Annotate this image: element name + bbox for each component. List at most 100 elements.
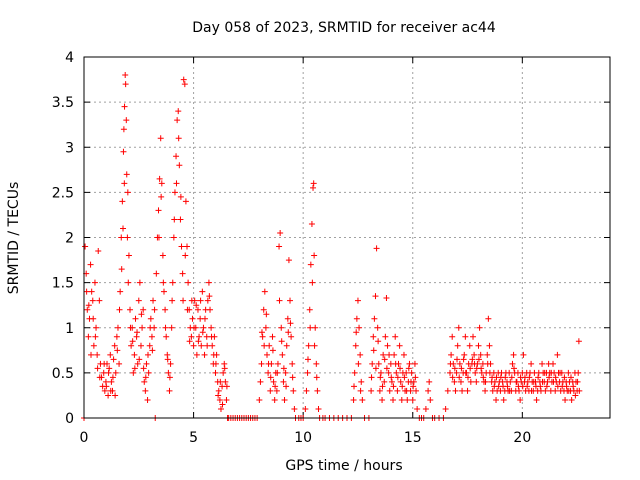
- data-point: [205, 279, 212, 286]
- data-point: [220, 369, 227, 376]
- data-point: [408, 369, 415, 376]
- data-point: [467, 378, 474, 385]
- data-point: [266, 342, 273, 349]
- data-point: [93, 324, 100, 331]
- data-point: [467, 365, 474, 372]
- data-point: [407, 378, 414, 385]
- data-point: [426, 378, 433, 385]
- data-point: [272, 383, 279, 390]
- data-point: [308, 220, 315, 227]
- data-point: [385, 369, 392, 376]
- data-point: [120, 126, 127, 133]
- data-point: [313, 374, 320, 381]
- data-point: [500, 396, 507, 403]
- data-point: [181, 81, 188, 88]
- data-points: [81, 72, 583, 421]
- axis-ticks: 0 0.5 1 1.5 2 2.5 3 3.5 4 0 5 10 15 20: [52, 50, 610, 446]
- data-point: [313, 360, 320, 367]
- data-point: [444, 387, 451, 394]
- data-point: [118, 266, 125, 273]
- data-point: [208, 333, 215, 340]
- x-tick-label: 10: [294, 430, 312, 446]
- data-point: [264, 351, 271, 358]
- data-point: [550, 378, 557, 385]
- data-point: [447, 369, 454, 376]
- data-point: [575, 369, 582, 376]
- data-point: [357, 351, 364, 358]
- data-point: [448, 351, 455, 358]
- data-point: [206, 293, 213, 300]
- data-point: [461, 351, 468, 358]
- x-tick-label: 5: [189, 430, 198, 446]
- data-point: [166, 387, 173, 394]
- data-point: [304, 356, 311, 363]
- data-point: [370, 347, 377, 354]
- data-point: [283, 342, 290, 349]
- data-point: [289, 374, 296, 381]
- data-point: [506, 369, 513, 376]
- data-point: [278, 324, 285, 331]
- data-point: [184, 243, 191, 250]
- data-point: [380, 351, 387, 358]
- data-point: [403, 369, 410, 376]
- data-point: [196, 333, 203, 340]
- data-point: [108, 378, 115, 385]
- data-point: [185, 279, 192, 286]
- data-point: [561, 374, 568, 381]
- data-point: [101, 360, 108, 367]
- data-point: [177, 216, 184, 223]
- data-point: [212, 369, 219, 376]
- data-point: [209, 342, 216, 349]
- data-point: [200, 324, 207, 331]
- data-point: [106, 365, 113, 372]
- data-point: [103, 383, 110, 390]
- data-point: [265, 360, 272, 367]
- data-point: [454, 356, 461, 363]
- data-point: [388, 374, 395, 381]
- data-point: [171, 216, 178, 223]
- data-point: [478, 365, 485, 372]
- data-point: [222, 378, 229, 385]
- data-point: [567, 374, 574, 381]
- data-point: [307, 324, 314, 331]
- data-point: [95, 248, 102, 255]
- data-point: [442, 405, 449, 412]
- data-point: [148, 333, 155, 340]
- data-point: [107, 387, 114, 394]
- data-point: [393, 369, 400, 376]
- data-point: [258, 360, 265, 367]
- data-point: [135, 297, 142, 304]
- data-point: [83, 288, 90, 295]
- data-point: [259, 333, 266, 340]
- data-point: [89, 297, 96, 304]
- data-point: [121, 103, 128, 110]
- data-point: [157, 135, 164, 142]
- data-point: [167, 360, 174, 367]
- data-point: [510, 351, 517, 358]
- data-point: [188, 333, 195, 340]
- data-point: [524, 383, 531, 390]
- data-point: [153, 270, 160, 277]
- data-point: [565, 387, 572, 394]
- data-point: [413, 387, 420, 394]
- data-point: [351, 383, 358, 390]
- data-point: [151, 306, 158, 313]
- data-point: [568, 396, 575, 403]
- data-point: [139, 324, 146, 331]
- data-point: [382, 333, 389, 340]
- data-point: [533, 396, 540, 403]
- data-point: [173, 153, 180, 160]
- data-point: [168, 324, 175, 331]
- data-point: [177, 193, 184, 200]
- data-point: [276, 297, 283, 304]
- data-point: [504, 383, 511, 390]
- data-point: [175, 135, 182, 142]
- data-point: [528, 360, 535, 367]
- x-tick-label: 0: [80, 430, 89, 446]
- data-point: [94, 351, 101, 358]
- data-point: [475, 356, 482, 363]
- data-point: [124, 189, 131, 196]
- data-point: [401, 374, 408, 381]
- data-point: [354, 297, 361, 304]
- data-point: [454, 342, 461, 349]
